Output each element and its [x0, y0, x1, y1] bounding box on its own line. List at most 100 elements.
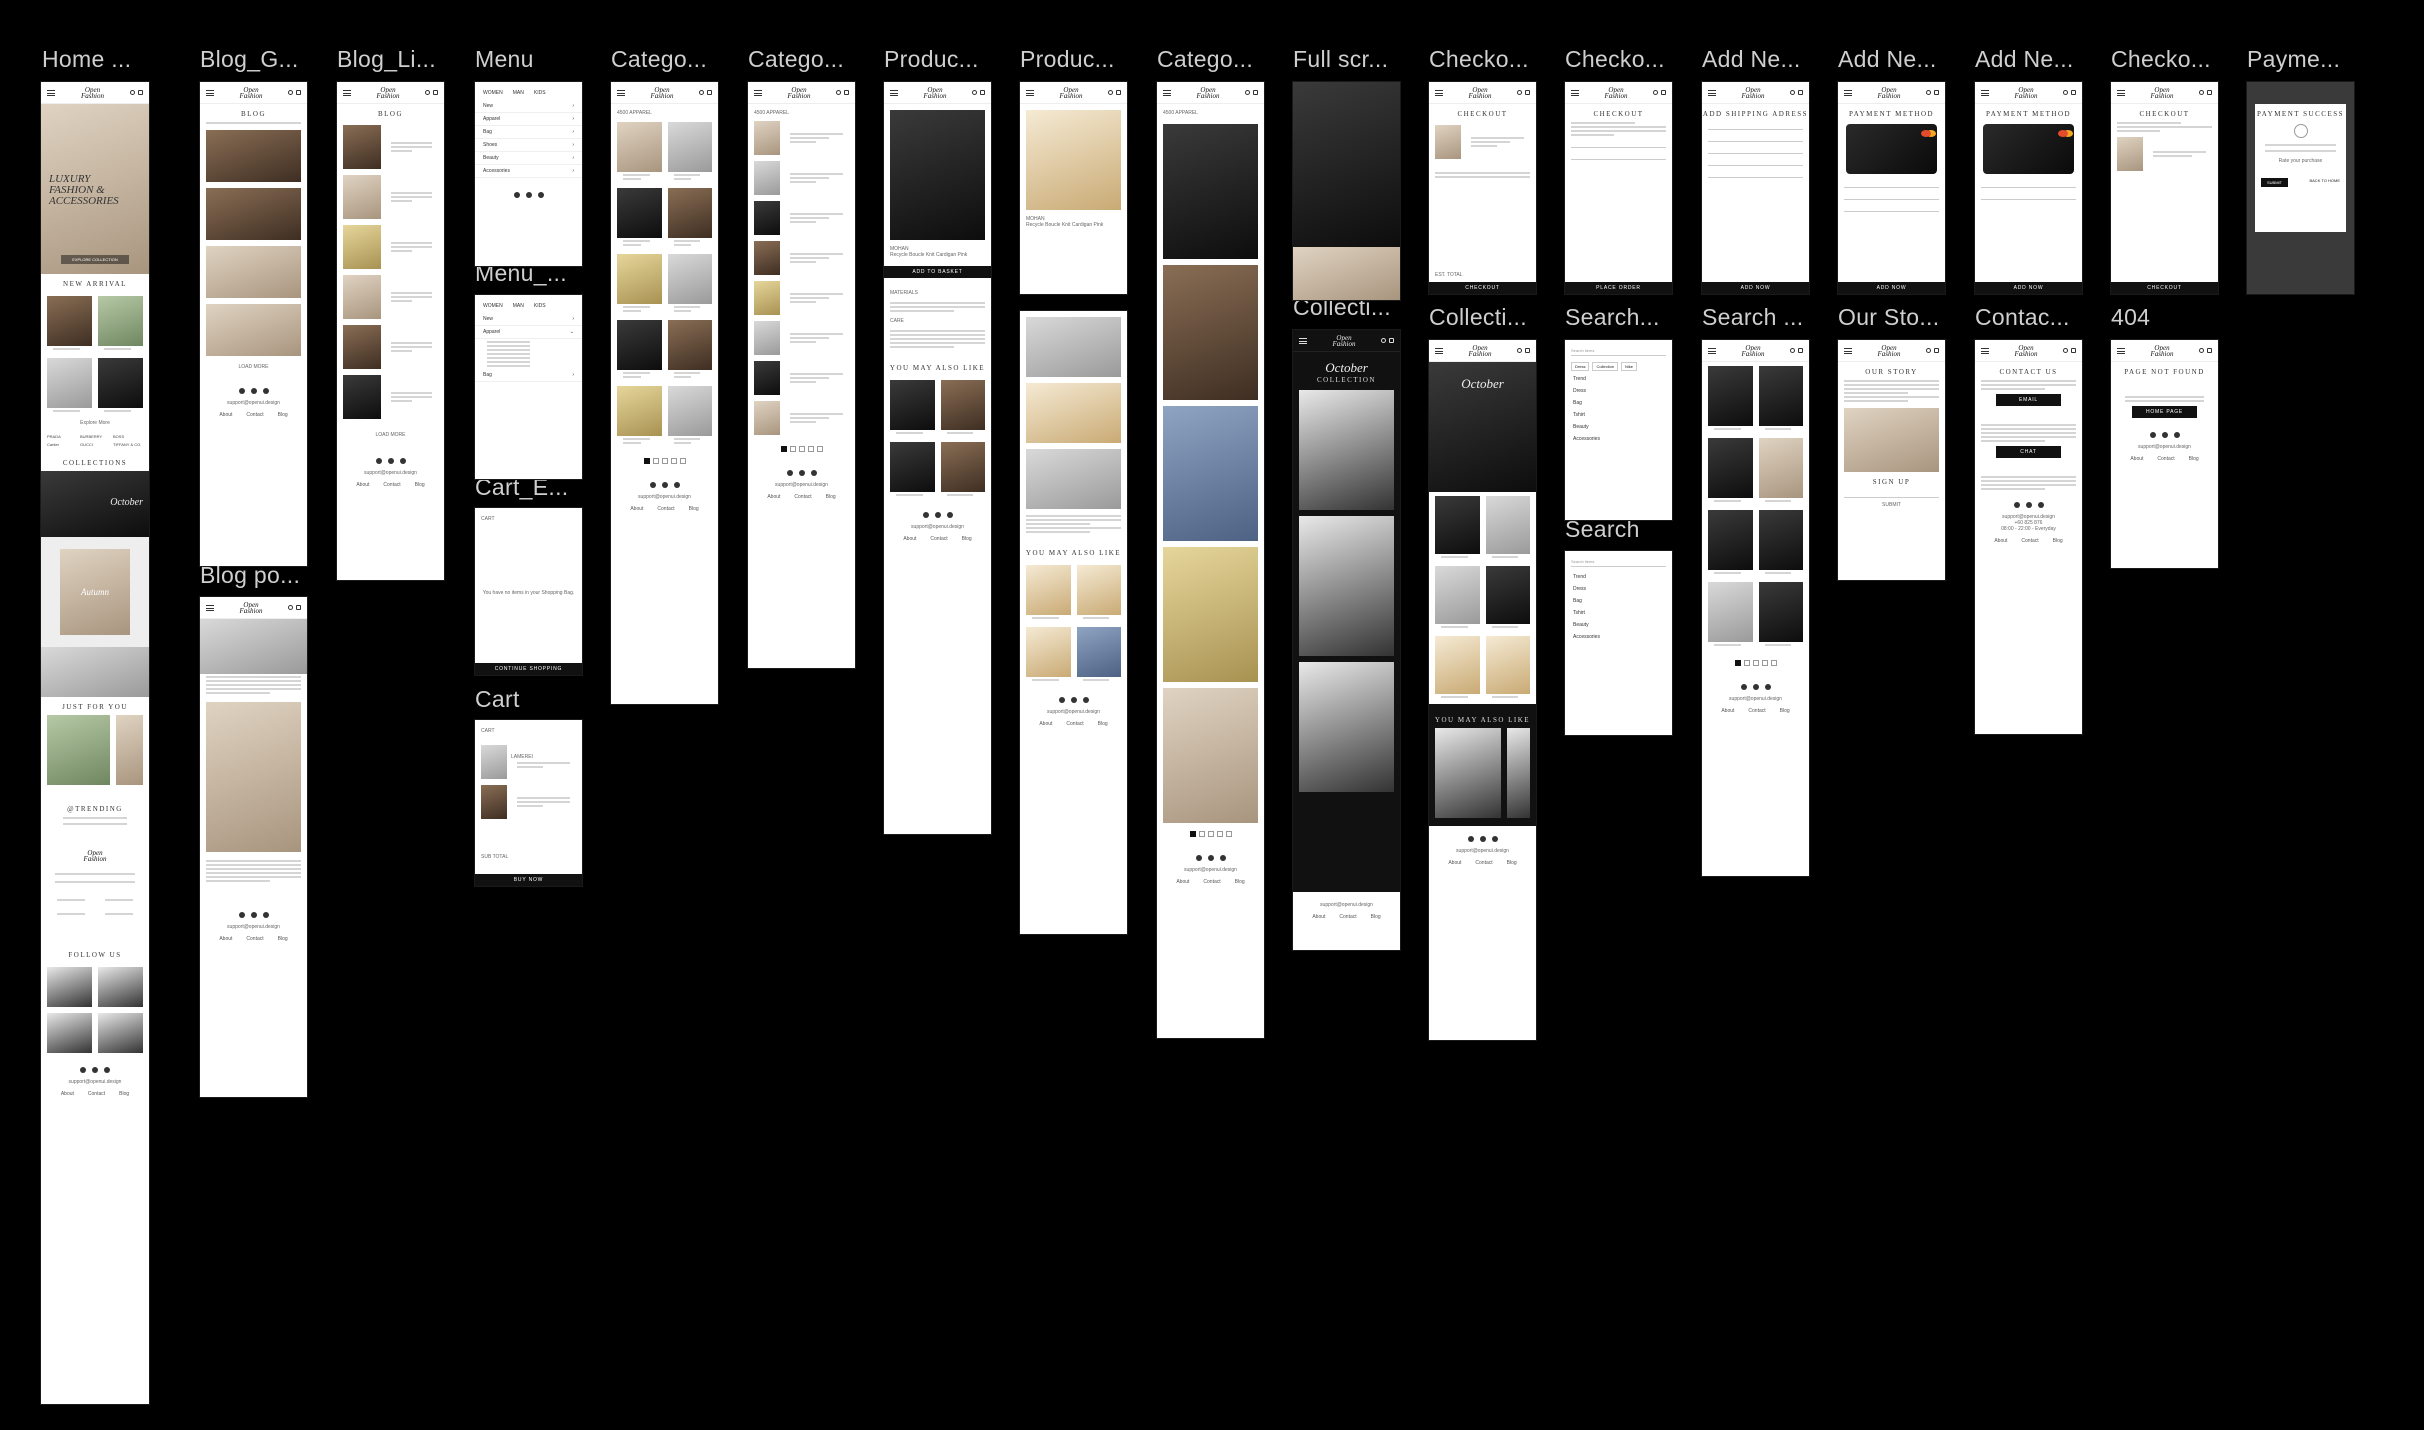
- frame-checkout-summary[interactable]: Open Fashion CHECKOUT CHECKOUT: [2111, 82, 2218, 294]
- frame-title[interactable]: Checko...: [1429, 46, 1529, 72]
- search-icon[interactable]: [424, 90, 430, 95]
- popular-search-item[interactable]: Accessories: [1573, 436, 1600, 442]
- footer-link-about[interactable]: About: [903, 536, 917, 542]
- popular-search-item[interactable]: Tshirt: [1573, 412, 1585, 418]
- frame-menu[interactable]: WOMEN MAN KIDS New › Apparel › Bag › Shoes › B…: [475, 82, 582, 266]
- frame-add-card[interactable]: Open Fashion PAYMENT METHOD ADD NOW: [1838, 82, 1945, 294]
- blog-list-item[interactable]: [337, 322, 444, 372]
- logo[interactable]: Open Fashion: [239, 600, 263, 615]
- twitter-icon[interactable]: [1467, 836, 1474, 842]
- checkout-item[interactable]: [2111, 134, 2218, 174]
- logo[interactable]: Open Fashion: [2150, 85, 2174, 100]
- menu-item[interactable]: Beauty ›: [475, 152, 582, 165]
- instagram-icon[interactable]: [250, 388, 257, 394]
- menu-icon[interactable]: [2117, 347, 2125, 354]
- footer-link-contact[interactable]: Contact: [246, 412, 264, 418]
- frame-title[interactable]: Payme...: [2247, 46, 2341, 72]
- twitter-icon[interactable]: [786, 470, 793, 476]
- frame-product-coat[interactable]: Open Fashion MOHAN Recycle Boucle Knit Ca…: [884, 82, 991, 834]
- youtube-icon[interactable]: [104, 1067, 110, 1073]
- logo[interactable]: Open Fashion: [1059, 85, 1083, 100]
- frame-cart[interactable]: CART LAMEREI SUB TOTAL BUY NOW: [475, 720, 582, 886]
- payment-method-select[interactable]: [1571, 152, 1666, 160]
- logo[interactable]: Open Fashion: [239, 85, 263, 100]
- footer-email[interactable]: support@openui.design: [911, 524, 964, 530]
- menu-icon[interactable]: [1708, 347, 1716, 354]
- product-gallery-image[interactable]: [1026, 383, 1121, 443]
- contact-phone[interactable]: +60 825 876: [2014, 520, 2043, 526]
- youtube-icon[interactable]: [2173, 432, 2180, 438]
- bag-icon[interactable]: [137, 90, 143, 95]
- menu-icon[interactable]: [1708, 89, 1716, 96]
- card-name-field[interactable]: [1844, 180, 1939, 188]
- footer-link-blog[interactable]: Blog: [1234, 879, 1245, 885]
- menu-icon[interactable]: [206, 89, 214, 96]
- popular-search-item[interactable]: Bag: [1573, 598, 1582, 604]
- youtube-icon[interactable]: [2037, 502, 2044, 508]
- frame-title[interactable]: Blog_G...: [200, 46, 299, 72]
- footer-email[interactable]: support@openui.design: [775, 482, 828, 488]
- search-icon[interactable]: [1516, 90, 1522, 95]
- explore-more-link[interactable]: Explore More: [80, 420, 110, 426]
- product-card[interactable]: [1708, 438, 1753, 504]
- pagination[interactable]: [1157, 831, 1264, 837]
- product-list-item[interactable]: [748, 118, 855, 158]
- product-card[interactable]: [667, 320, 712, 380]
- frame-title[interactable]: Produc...: [1020, 46, 1115, 72]
- instagram-icon[interactable]: [1070, 697, 1077, 703]
- search-icon[interactable]: [1107, 90, 1113, 95]
- footer-email[interactable]: support@openui.design: [1047, 709, 1100, 715]
- bag-icon[interactable]: [1115, 90, 1121, 95]
- product-card[interactable]: [1076, 627, 1121, 683]
- product-card[interactable]: [1163, 265, 1258, 400]
- product-card[interactable]: [1026, 565, 1071, 621]
- product-card[interactable]: [617, 254, 662, 314]
- menu-icon[interactable]: [206, 604, 214, 611]
- frame-full-screen[interactable]: [1293, 82, 1400, 300]
- footer-link-blog[interactable]: Blog: [961, 536, 972, 542]
- first-name-field[interactable]: [1708, 122, 1803, 130]
- search-icon[interactable]: [971, 90, 977, 95]
- bag-icon[interactable]: [295, 605, 301, 610]
- shipping-method-select[interactable]: [1571, 140, 1666, 148]
- frame-menu-expanded[interactable]: WOMEN MAN KIDS New › Apparel ⌄ Bag ›: [475, 295, 582, 479]
- logo[interactable]: Open Fashion: [2014, 85, 2038, 100]
- popular-search-item[interactable]: Trend: [1573, 574, 1586, 580]
- footer-link-blog[interactable]: Blog: [2188, 456, 2199, 462]
- frame-search[interactable]: Search items Trend Dress Bag Tshirt Beau…: [1565, 551, 1672, 735]
- frame-title[interactable]: Search...: [1565, 304, 1660, 330]
- add-card-button[interactable]: ADD NOW: [1838, 282, 1945, 294]
- brand-logo[interactable]: Cartier: [47, 442, 60, 447]
- product-card[interactable]: [617, 320, 662, 380]
- home-page-button[interactable]: HOME PAGE: [2132, 406, 2197, 418]
- footer-link-contact[interactable]: Contact: [2157, 456, 2175, 462]
- search-icon[interactable]: [129, 90, 135, 95]
- instagram-icon[interactable]: [250, 912, 257, 918]
- product-card[interactable]: [1758, 582, 1803, 648]
- tab-kids[interactable]: KIDS: [533, 90, 546, 96]
- back-to-home-link[interactable]: BACK TO HOME: [2309, 178, 2340, 183]
- frame-add-address[interactable]: Open Fashion ADD SHIPPING ADRESS ADD NOW: [1702, 82, 1809, 294]
- search-icon[interactable]: [1925, 90, 1931, 95]
- logo[interactable]: Open Fashion: [1877, 85, 1901, 100]
- footer-email[interactable]: support@openui.design: [1184, 867, 1237, 873]
- card-number-field[interactable]: [1981, 192, 2076, 200]
- just-for-you-carousel[interactable]: [41, 715, 149, 785]
- tab-man[interactable]: MAN: [512, 90, 524, 96]
- twitter-icon[interactable]: [1740, 684, 1747, 690]
- menu-item[interactable]: Apparel ›: [475, 113, 582, 126]
- footer-link-about[interactable]: About: [356, 482, 370, 488]
- card-name-field[interactable]: [1981, 180, 2076, 188]
- blog-list-item[interactable]: [337, 372, 444, 422]
- footer-email[interactable]: support@openui.design: [227, 400, 280, 406]
- bag-icon[interactable]: [1388, 338, 1394, 343]
- product-card[interactable]: [1708, 582, 1753, 648]
- logo[interactable]: Open Fashion: [376, 85, 400, 100]
- tab-women[interactable]: WOMEN: [483, 303, 503, 309]
- add-now-button[interactable]: ADD NOW: [1702, 282, 1809, 294]
- product-card[interactable]: [1758, 510, 1803, 576]
- youtube-icon[interactable]: [1764, 684, 1771, 690]
- product-card[interactable]: [617, 188, 662, 248]
- footer-link-about[interactable]: About: [1312, 914, 1326, 920]
- footer-link-about[interactable]: About: [1721, 708, 1735, 714]
